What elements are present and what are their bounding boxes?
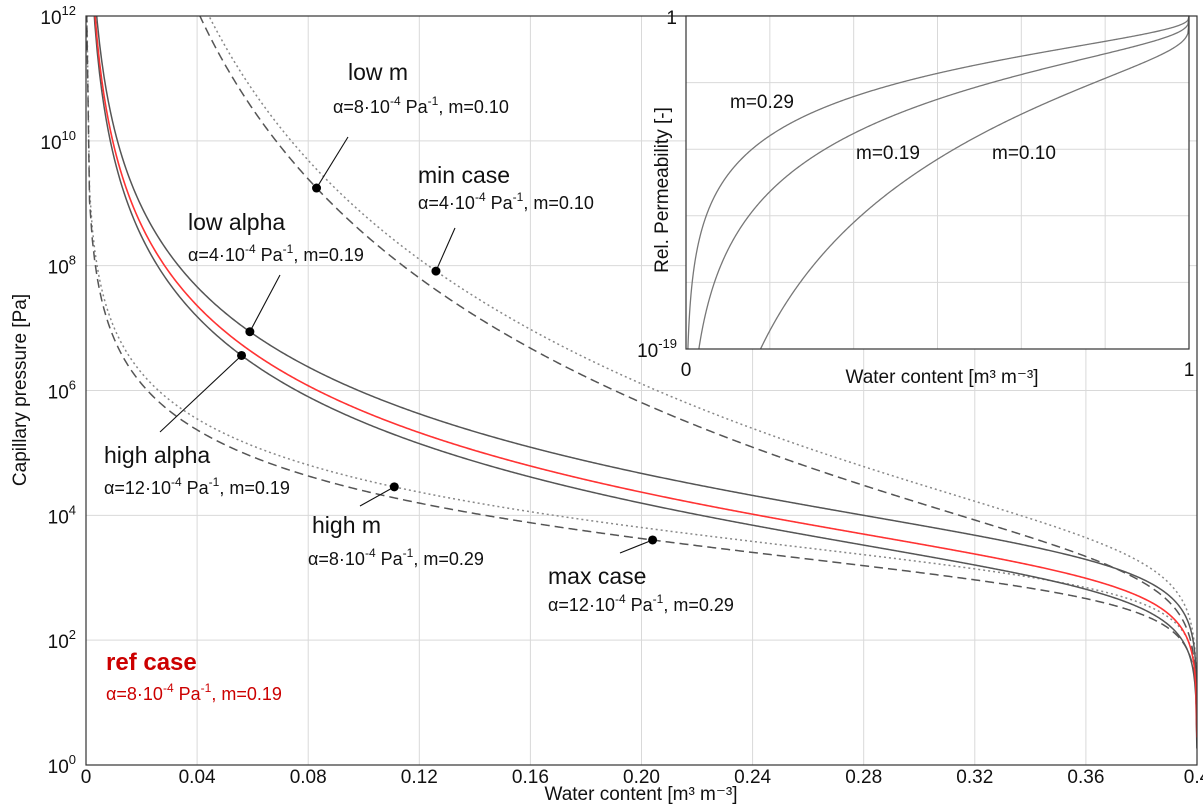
series-line-high_alpha <box>93 16 1197 749</box>
x-tick-label: 0.16 <box>512 767 549 788</box>
x-tick-label: 0.28 <box>845 767 882 788</box>
annotation-params: α=4·10-4 Pa-1, m=0.10 <box>418 190 594 213</box>
series-line-ref <box>94 16 1197 738</box>
y-tick-label: 100 <box>48 752 76 778</box>
annotation-params: α=12·10-4 Pa-1, m=0.29 <box>548 592 734 615</box>
inset-x-axis-label: Water content [m³ m⁻³] <box>845 367 1038 388</box>
y-tick-label: 102 <box>48 627 76 653</box>
x-tick-label: 0.12 <box>401 767 438 788</box>
annotation-leader-line <box>435 227 456 272</box>
x-tick-label: 0.24 <box>734 767 771 788</box>
y-tick-label: 1012 <box>40 3 76 29</box>
inset-y-tick-label: 10-19 <box>637 336 677 362</box>
inset-series-labels: m=0.29 m=0.19 m=0.10 <box>730 92 1056 164</box>
main-y-axis-label: Capillary pressure [Pa] <box>10 294 31 486</box>
annotation-params: α=8·10-4 Pa-1, m=0.29 <box>308 546 484 569</box>
main-x-axis-label: Water content [m³ m⁻³] <box>544 784 737 805</box>
x-tick-label: 0.4 <box>1184 767 1203 788</box>
x-tick-label: 0.36 <box>1067 767 1104 788</box>
annotation-params: α=12·10-4 Pa-1, m=0.19 <box>104 475 290 498</box>
annotation-marker <box>312 183 322 193</box>
inset-grid <box>686 16 1189 349</box>
ref-case-title: ref case <box>106 649 197 676</box>
inset-series-line <box>687 16 1189 349</box>
series-line-low_m <box>199 16 1197 741</box>
y-tick-label: 108 <box>48 253 76 279</box>
main-tick-labels: 0 0.04 0.08 0.12 0.16 0.20 0.24 0.28 0.32 0.36 0.4… <box>40 3 1203 788</box>
annotation-leader-line <box>249 274 281 332</box>
y-tick-label: 106 <box>48 378 76 404</box>
annotation-marker <box>389 482 399 492</box>
series-line-low_alpha <box>95 16 1197 719</box>
annotation-marker <box>431 266 441 276</box>
annotation-leader-line <box>359 486 395 507</box>
annotation-leader-line <box>619 539 653 554</box>
inset-series-label: m=0.29 <box>730 92 794 113</box>
series-line-max_case <box>86 16 1197 737</box>
annotation-title: min case <box>418 162 510 188</box>
annotation-marker <box>648 535 658 545</box>
ref-case-label: ref case α=8·10-4 Pa-1, m=0.19 <box>106 649 282 704</box>
x-tick-label: 0.32 <box>956 767 993 788</box>
annotation-title: high alpha <box>104 442 210 468</box>
annotation-title: max case <box>548 563 646 589</box>
x-tick-label: 0 <box>81 767 92 788</box>
inset-curves <box>687 16 1189 349</box>
annotation-params: α=4·10-4 Pa-1, m=0.19 <box>188 242 364 265</box>
inset-series-label: m=0.10 <box>992 143 1056 164</box>
x-tick-label: 0.04 <box>179 767 216 788</box>
annotation-title: low alpha <box>188 209 285 235</box>
y-tick-label: 1010 <box>40 128 76 154</box>
inset-y-axis-label: Rel. Permeability [-] <box>652 107 673 273</box>
annotation-title: high m <box>312 512 381 538</box>
inset-series-label: m=0.19 <box>856 143 920 164</box>
annotation-leader-line <box>159 355 242 433</box>
annotation-marker <box>237 350 247 360</box>
main-curves <box>86 16 1197 749</box>
annotation-params: α=8·10-4 Pa-1, m=0.19 <box>106 681 282 704</box>
annotation-leader-line <box>316 136 349 189</box>
inset-plot-frame <box>685 15 1190 350</box>
main-plot-frame <box>85 15 1198 766</box>
inset-y-tick-label: 1 <box>666 8 677 29</box>
inset-series-line <box>759 21 1189 349</box>
inset-x-tick-label: 1 <box>1184 360 1195 381</box>
y-tick-label: 104 <box>48 502 76 528</box>
annotation-marker <box>245 327 255 337</box>
inset-x-tick-label: 0 <box>681 360 692 381</box>
inset-tick-labels: 0 1 10-19 1 <box>637 8 1194 381</box>
x-tick-label: 0.08 <box>290 767 327 788</box>
permeability-inset: 0 1 10-19 1 Water content [m³ m⁻³] Rel. Per… <box>637 8 1194 388</box>
annotation-title: low m <box>348 59 408 85</box>
annotation-params: α=8·10-4 Pa-1, m=0.10 <box>333 94 509 117</box>
inset-series-line <box>698 17 1189 349</box>
x-tick-label: 0.20 <box>623 767 660 788</box>
